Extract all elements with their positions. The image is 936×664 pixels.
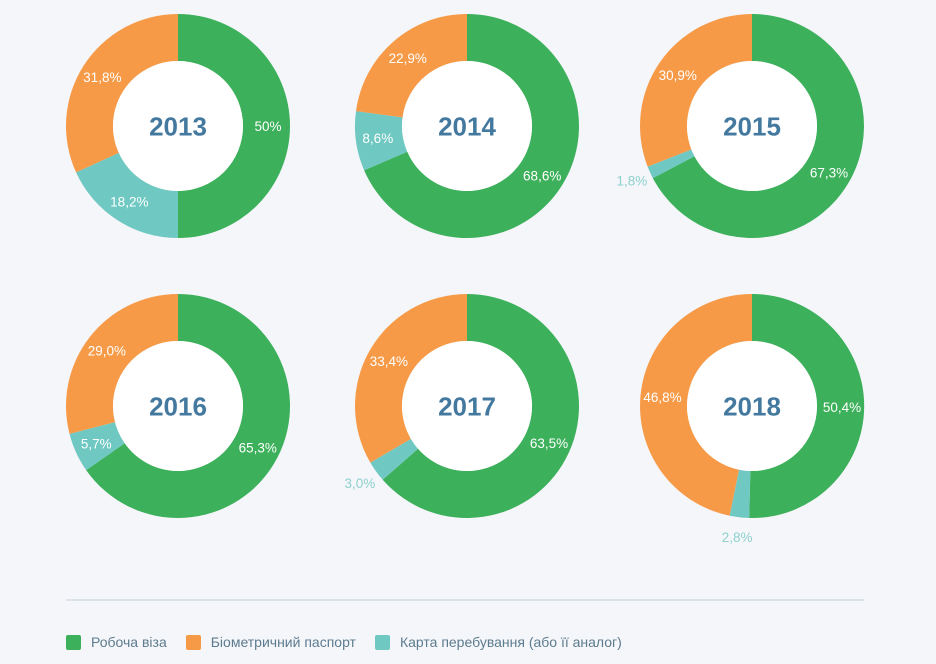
donut-chart-2013: 2013 50% 18,2% 31,8%	[66, 14, 290, 238]
donut-hole-2014	[402, 61, 532, 191]
slice-value-label-residence-card-2016: 5,7%	[81, 436, 112, 451]
donut-chart-2014: 2014 68,6% 8,6% 22,9%	[354, 14, 579, 238]
donut-hole-2015	[687, 61, 817, 191]
slice-value-label-biometric-passport-2015: 30,9%	[659, 68, 697, 83]
legend-swatch-residence-card-icon	[374, 634, 390, 650]
slice-value-label-work-visa-2014: 68,6%	[523, 168, 561, 183]
slice-residence-card-2017	[370, 438, 419, 480]
donut-hole-2017	[402, 341, 532, 471]
slice-work-visa-2014	[364, 14, 579, 238]
slice-value-label-biometric-passport-2016: 29,0%	[88, 344, 126, 359]
year-label-2013: 2013	[149, 111, 207, 141]
legend-item-residence-card: Карта перебування (або її аналог)	[374, 634, 622, 650]
slice-residence-card-2013	[76, 152, 178, 238]
slice-biometric-passport-2015	[640, 14, 752, 167]
slice-value-label-work-visa-2017: 63,5%	[530, 436, 568, 451]
donut-chart-2015: 2015 67,3% 1,8% 30,9%	[617, 14, 864, 238]
slice-work-visa-2013	[178, 14, 290, 238]
slice-work-visa-2017	[382, 294, 579, 518]
slice-value-label-residence-card-2015: 1,8%	[617, 174, 648, 189]
slice-work-visa-2016	[86, 294, 291, 518]
slice-value-label-biometric-passport-2013: 31,8%	[83, 70, 121, 85]
year-label-2018: 2018	[723, 391, 781, 421]
donut-hole-2013	[113, 61, 243, 191]
donut-chart-2017: 2017 63,5% 3,0% 33,4%	[345, 294, 579, 518]
chart-legend: Робоча віза Біометричний паспорт Карта п…	[66, 634, 622, 650]
legend-swatch-work-visa-icon	[66, 634, 81, 650]
slice-residence-card-2015	[647, 149, 695, 179]
donut-chart-2016: 2016 65,3% 5,7% 29,0%	[66, 294, 291, 518]
slice-value-label-residence-card-2017: 3,0%	[345, 476, 376, 491]
donut-hole-2018	[687, 341, 817, 471]
slice-biometric-passport-2013	[66, 14, 178, 173]
slice-value-label-residence-card-2018: 2,8%	[722, 530, 753, 545]
donut-chart-2018: 2018 50,4% 2,8% 46,8%	[640, 293, 865, 545]
year-label-2016: 2016	[149, 391, 207, 421]
slice-biometric-passport-2018	[640, 294, 752, 516]
legend-label-biometric-passport: Біометричний паспорт	[210, 634, 356, 650]
slice-value-label-work-visa-2016: 65,3%	[239, 440, 277, 455]
slice-value-label-work-visa-2015: 67,3%	[810, 165, 848, 180]
legend-swatch-biometric-passport-icon	[185, 634, 201, 650]
slice-value-label-work-visa-2018: 50,4%	[823, 400, 861, 415]
slice-value-label-biometric-passport-2017: 33,4%	[370, 354, 408, 369]
slice-work-visa-2018	[749, 293, 865, 518]
slice-biometric-passport-2016	[66, 294, 178, 434]
legend-item-biometric-passport: Біометричний паспорт	[185, 634, 356, 650]
slice-residence-card-2018	[729, 469, 751, 518]
slice-value-label-work-visa-2013: 50%	[254, 119, 281, 134]
slice-value-label-residence-card-2013: 18,2%	[110, 195, 148, 210]
slice-biometric-passport-2017	[355, 294, 467, 463]
year-label-2017: 2017	[438, 391, 496, 421]
year-label-2015: 2015	[723, 111, 781, 141]
legend-label-residence-card: Карта перебування (або її аналог)	[399, 634, 622, 650]
donut-hole-2016	[113, 341, 243, 471]
legend-label-work-visa: Робоча віза	[91, 634, 167, 650]
slice-value-label-residence-card-2014: 8,6%	[362, 131, 393, 146]
year-label-2014: 2014	[438, 111, 496, 141]
donut-charts-svg: 2013 50% 18,2% 31,8% 2014 68,6% 8,6% 22,9% 2015 6…	[66, 14, 865, 545]
slice-value-label-biometric-passport-2018: 46,8%	[643, 390, 681, 405]
slice-biometric-passport-2014	[355, 14, 467, 118]
slice-value-label-biometric-passport-2014: 22,9%	[389, 51, 427, 66]
slice-residence-card-2014	[354, 111, 408, 171]
legend-item-work-visa: Робоча віза	[66, 634, 167, 650]
slice-work-visa-2015	[652, 14, 864, 238]
slice-residence-card-2016	[69, 422, 125, 471]
legend-divider	[66, 599, 864, 601]
